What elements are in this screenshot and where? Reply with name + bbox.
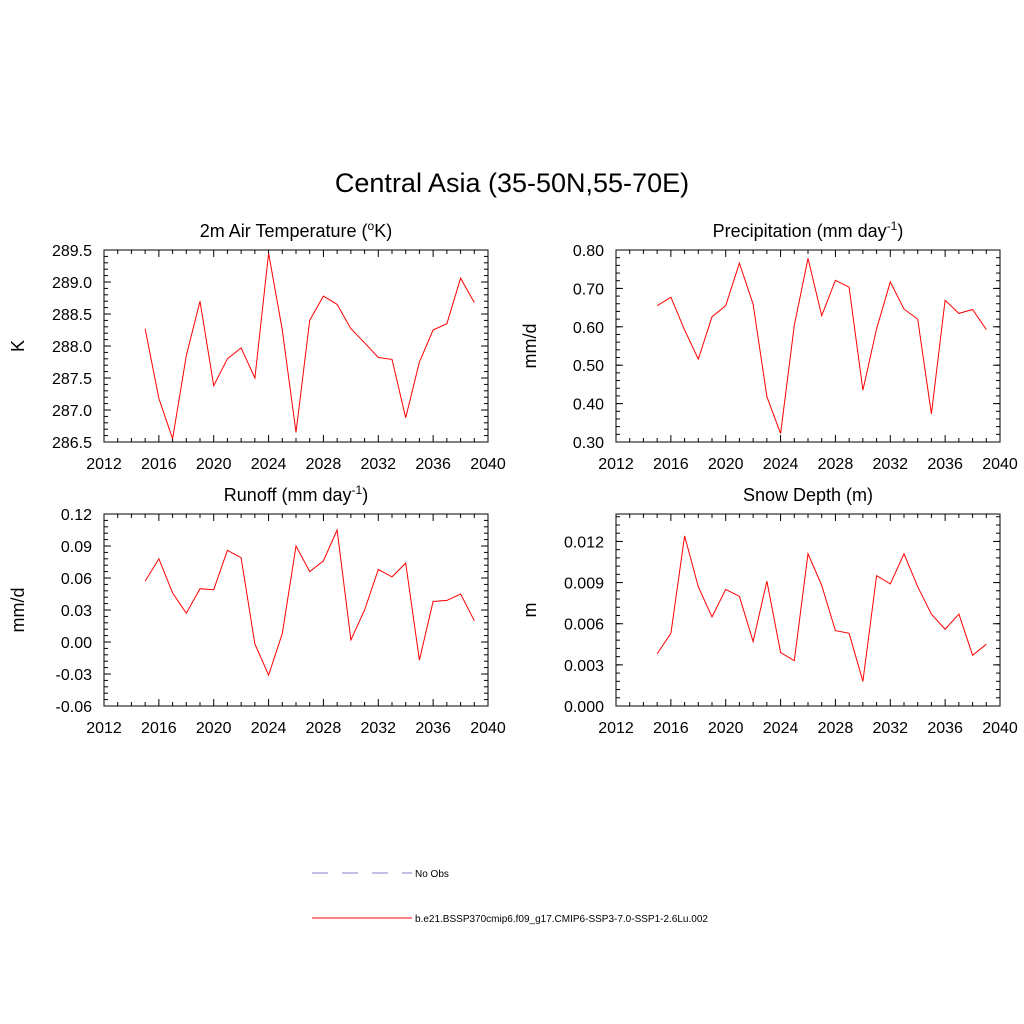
snow-depth-title-main: Snow Depth (m) (743, 485, 873, 505)
snow-depth-y-tick-label: 0.012 (564, 534, 604, 551)
snow-depth-x-tick-label: 2020 (708, 720, 744, 737)
snow-depth-x-tick-label: 2024 (763, 720, 799, 737)
air-temperature-x-tick-label: 2028 (306, 456, 342, 473)
precipitation-series-line (656, 258, 987, 434)
air-temperature-title-superscript: o (368, 219, 375, 233)
runoff-panel-title: Runoff (mm day-1) (224, 483, 368, 505)
air-temperature-y-tick-label: 288.5 (52, 307, 92, 324)
air-temperature-x-tick-label: 2036 (415, 456, 451, 473)
runoff-y-tick-label: 0.00 (61, 635, 92, 652)
panel-runoff: 2012 2016 2020 2024 2028 2032 2036 2040 -0.06 -0.… (8, 483, 506, 737)
air-temperature-x-tick-label: 2040 (470, 456, 506, 473)
precipitation-x-tick-label: 2024 (763, 456, 799, 473)
precipitation-y-tick-label: 0.30 (573, 435, 604, 452)
precipitation-y-tick-label: 0.60 (573, 320, 604, 337)
precipitation-panel-title: Precipitation (mm day-1) (713, 219, 904, 241)
runoff-plot-frame (103, 513, 489, 707)
runoff-y-tick-label: 0.06 (61, 571, 92, 588)
air-temperature-title-tail: K) (374, 221, 392, 241)
snow-depth-x-tick-label: 2036 (927, 720, 963, 737)
snow-depth-x-tick-label: 2016 (653, 720, 689, 737)
precipitation-title-main: Precipitation (mm day (713, 221, 887, 241)
air-temperature-panel-title: 2m Air Temperature (oK) (200, 219, 392, 241)
air-temperature-series-line (144, 253, 475, 439)
precipitation-x-tick-label: 2028 (818, 456, 854, 473)
air-temperature-y-axis-label: K (8, 340, 28, 352)
runoff-y-tick-label: 0.09 (61, 539, 92, 556)
precipitation-title-superscript: -1 (887, 219, 898, 233)
precipitation-x-tick-label: 2036 (927, 456, 963, 473)
snow-depth-y-tick-label: 0.009 (564, 576, 604, 593)
snow-depth-x-tick-label: 2028 (818, 720, 854, 737)
precipitation-x-tick-label: 2032 (872, 456, 908, 473)
snow-depth-plot-frame (615, 513, 1001, 707)
precipitation-x-tick-label: 2016 (653, 456, 689, 473)
air-temperature-x-tick-label: 2012 (86, 456, 122, 473)
runoff-series-line (144, 528, 475, 677)
runoff-title-tail: ) (362, 485, 368, 505)
runoff-x-tick-label: 2016 (141, 720, 177, 737)
air-temperature-y-tick-label: 289.0 (52, 275, 92, 292)
runoff-y-axis-label: mm/d (8, 588, 28, 633)
panel-air-temperature: 2012 2016 2020 2024 2028 2032 2036 2040 286.5 287… (8, 219, 506, 473)
precipitation-y-tick-label: 0.80 (573, 243, 604, 260)
snow-depth-y-tick-label: 0.000 (564, 699, 604, 716)
air-temperature-y-tick-label: 288.0 (52, 339, 92, 356)
runoff-y-tick-label: 0.03 (61, 603, 92, 620)
runoff-y-tick-label: -0.06 (56, 699, 93, 716)
runoff-x-tick-label: 2024 (251, 720, 287, 737)
snow-depth-y-tick-label: 0.003 (564, 658, 604, 675)
figure-title: Central Asia (35-50N,55-70E) (334, 168, 690, 198)
panel-precipitation: 2012 2016 2020 2024 2028 2032 2036 2040 0.30 0.40… (520, 219, 1018, 473)
air-temperature-x-tick-label: 2016 (141, 456, 177, 473)
snow-depth-x-tick-label: 2032 (872, 720, 908, 737)
air-temperature-x-tick-label: 2020 (196, 456, 232, 473)
air-temperature-y-tick-label: 287.0 (52, 403, 92, 420)
legend-label-no-obs: No Obs (415, 869, 449, 880)
runoff-x-tick-label: 2032 (360, 720, 396, 737)
runoff-x-tick-label: 2036 (415, 720, 451, 737)
air-temperature-y-tick-label: 289.5 (52, 243, 92, 260)
precipitation-x-tick-label: 2040 (982, 456, 1018, 473)
precipitation-plot-frame (615, 249, 1001, 443)
snow-depth-series-line (656, 535, 987, 682)
runoff-x-tick-label: 2020 (196, 720, 232, 737)
runoff-x-tick-label: 2040 (470, 720, 506, 737)
precipitation-y-tick-label: 0.40 (573, 397, 604, 414)
snow-depth-panel-title: Snow Depth (m) (743, 485, 873, 505)
snow-depth-y-axis-label: m (520, 603, 540, 618)
precipitation-y-axis-label: mm/d (520, 324, 540, 369)
precipitation-y-tick-label: 0.50 (573, 358, 604, 375)
air-temperature-title-main: 2m Air Temperature ( (200, 221, 368, 241)
precipitation-x-tick-label: 2020 (708, 456, 744, 473)
precipitation-x-tick-label: 2012 (598, 456, 634, 473)
panel-snow-depth: 2012 2016 2020 2024 2028 2032 2036 2040 0.000 0.0… (520, 485, 1018, 737)
runoff-title-superscript: -1 (352, 483, 363, 497)
runoff-x-tick-label: 2028 (306, 720, 342, 737)
legend: No Obs b.e21.BSSP370cmip6.f09_g17.CMIP6-… (312, 869, 708, 925)
air-temperature-plot-frame (103, 249, 489, 443)
snow-depth-x-tick-label: 2040 (982, 720, 1018, 737)
air-temperature-y-tick-label: 286.5 (52, 435, 92, 452)
legend-label-model-run: b.e21.BSSP370cmip6.f09_g17.CMIP6-SSP3-7.… (415, 914, 708, 925)
runoff-title-main: Runoff (mm day (224, 485, 352, 505)
air-temperature-y-tick-label: 287.5 (52, 371, 92, 388)
air-temperature-x-tick-label: 2024 (251, 456, 287, 473)
precipitation-y-tick-label: 0.70 (573, 281, 604, 298)
precipitation-title-tail: ) (897, 221, 903, 241)
air-temperature-x-tick-label: 2032 (360, 456, 396, 473)
runoff-y-tick-label: -0.03 (56, 667, 93, 684)
runoff-y-tick-label: 0.12 (61, 507, 92, 524)
snow-depth-x-tick-label: 2012 (598, 720, 634, 737)
snow-depth-y-tick-label: 0.006 (564, 617, 604, 634)
runoff-x-tick-label: 2012 (86, 720, 122, 737)
